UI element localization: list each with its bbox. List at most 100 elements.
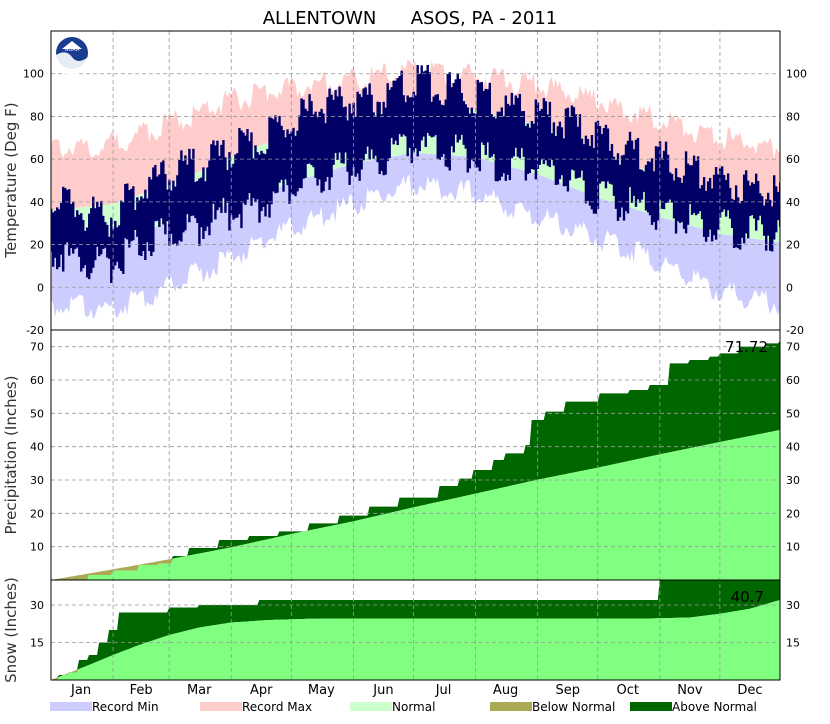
- actual-temp-bar: [512, 104, 516, 157]
- actual-temp-bar: [632, 149, 636, 196]
- y-tick-label: 10: [30, 541, 44, 554]
- legend-label: Record Min: [92, 700, 159, 714]
- actual-temp-bar: [622, 154, 626, 221]
- actual-temp-bar: [266, 148, 269, 205]
- actual-temp-bar: [652, 171, 656, 222]
- actual-temp-bar: [424, 70, 427, 147]
- actual-temp-bar: [726, 173, 730, 211]
- actual-temp-bar: [712, 174, 716, 236]
- actual-temp-bar: [568, 117, 572, 181]
- actual-temp-bar: [144, 189, 147, 260]
- actual-temp-bar: [122, 202, 125, 274]
- actual-temp-bar: [384, 107, 387, 175]
- actual-temp-bar: [474, 113, 477, 168]
- actual-temp-bar: [92, 196, 95, 268]
- actual-temp-bar: [448, 72, 451, 171]
- actual-temp-bar: [124, 183, 127, 239]
- actual-temp-bar: [324, 123, 327, 182]
- actual-temp-bar: [760, 196, 764, 225]
- actual-temp-bar: [584, 135, 588, 204]
- actual-temp-bar: [452, 83, 455, 153]
- actual-temp-bar: [454, 79, 457, 135]
- y-tick-label-right: 40: [786, 196, 800, 209]
- actual-temp-bar: [736, 197, 740, 249]
- actual-temp-bar: [378, 102, 381, 175]
- actual-temp-bar: [238, 127, 241, 215]
- month-tick-label: Feb: [130, 683, 153, 698]
- actual-temp-bar: [626, 140, 630, 214]
- actual-temp-bar: [777, 191, 780, 221]
- actual-temp-bar: [504, 95, 508, 181]
- actual-temp-bar: [100, 200, 103, 255]
- actual-temp-bar: [358, 94, 361, 181]
- actual-temp-bar: [242, 132, 245, 204]
- actual-temp-bar: [460, 92, 463, 135]
- legend-label: Below Normal: [532, 700, 615, 714]
- actual-temp-bar: [668, 172, 672, 200]
- plot-frame: [50, 30, 781, 681]
- actual-temp-bar: [406, 95, 409, 157]
- y-tick-label-right: 0: [786, 281, 793, 294]
- y-tick-label-right: 80: [786, 110, 800, 123]
- actual-temp-bar: [758, 193, 762, 216]
- actual-temp-bar: [400, 70, 403, 137]
- actual-temp-bar: [598, 126, 602, 184]
- actual-temp-bar: [334, 90, 337, 153]
- actual-temp-bar: [54, 210, 57, 258]
- grid-lines: [51, 31, 780, 680]
- actual-temp-bar: [650, 158, 654, 225]
- actual-temp-bar: [290, 131, 293, 194]
- month-tick-label: Jul: [435, 683, 452, 698]
- actual-temp-bar: [190, 158, 193, 217]
- actual-temp-bar: [186, 164, 189, 215]
- actual-temp-bar: [272, 119, 275, 192]
- noaa-logo-wave: [56, 52, 88, 75]
- actual-temp-bar: [182, 160, 185, 233]
- actual-temp-bar: [502, 116, 506, 174]
- actual-temp-bar: [236, 153, 239, 218]
- actual-temp-bar: [438, 100, 441, 160]
- actual-temp-bar: [768, 199, 772, 251]
- actual-temp-bar: [328, 88, 331, 190]
- actual-temp-bar: [162, 160, 165, 225]
- actual-temp-bar: [528, 127, 532, 173]
- actual-temp-bar: [304, 108, 307, 178]
- actual-temp-bar: [224, 157, 227, 213]
- actual-temp-bar: [674, 168, 678, 234]
- actual-temp-bar: [316, 117, 319, 186]
- month-tick-label: Sep: [555, 683, 580, 698]
- actual-temp-bar: [656, 146, 660, 221]
- actual-temp-bar: [300, 98, 303, 189]
- actual-temp-bar: [556, 126, 560, 185]
- actual-temp-bar: [296, 130, 299, 192]
- actual-temp-bar: [102, 215, 105, 249]
- actual-temp-bar: [576, 126, 580, 178]
- actual-temp-bar: [710, 188, 714, 242]
- actual-temp-bar: [472, 113, 475, 162]
- actual-temp-bar: [706, 181, 710, 237]
- actual-temp-bar: [332, 99, 335, 165]
- actual-temp-bar: [232, 163, 235, 220]
- actual-temp-bar: [524, 125, 528, 181]
- actual-temp-bar: [542, 98, 546, 165]
- actual-temp-bar: [728, 187, 732, 219]
- actual-temp-bar: [270, 117, 273, 205]
- y-tick-label: 0: [37, 281, 44, 294]
- actual-temp-bar: [282, 130, 285, 192]
- actual-temp-bar: [476, 80, 479, 168]
- actual-temp-bar: [86, 227, 89, 278]
- actual-temp-bar: [168, 179, 171, 246]
- actual-temp-bar: [554, 136, 558, 185]
- actual-temp-bar: [312, 114, 315, 168]
- actual-temp-bar: [446, 74, 449, 168]
- actual-temp-bar: [720, 166, 724, 212]
- actual-temp-bar: [608, 150, 612, 184]
- actual-temp-bar: [520, 111, 524, 149]
- actual-temp-bar: [318, 111, 321, 180]
- actual-temp-bar: [742, 174, 746, 244]
- actual-temp-bar: [592, 147, 596, 214]
- y-tick-label: 60: [30, 153, 44, 166]
- actual-temp-bar: [388, 89, 391, 159]
- actual-temp-bar: [252, 158, 255, 199]
- actual-temp-bar: [106, 224, 109, 258]
